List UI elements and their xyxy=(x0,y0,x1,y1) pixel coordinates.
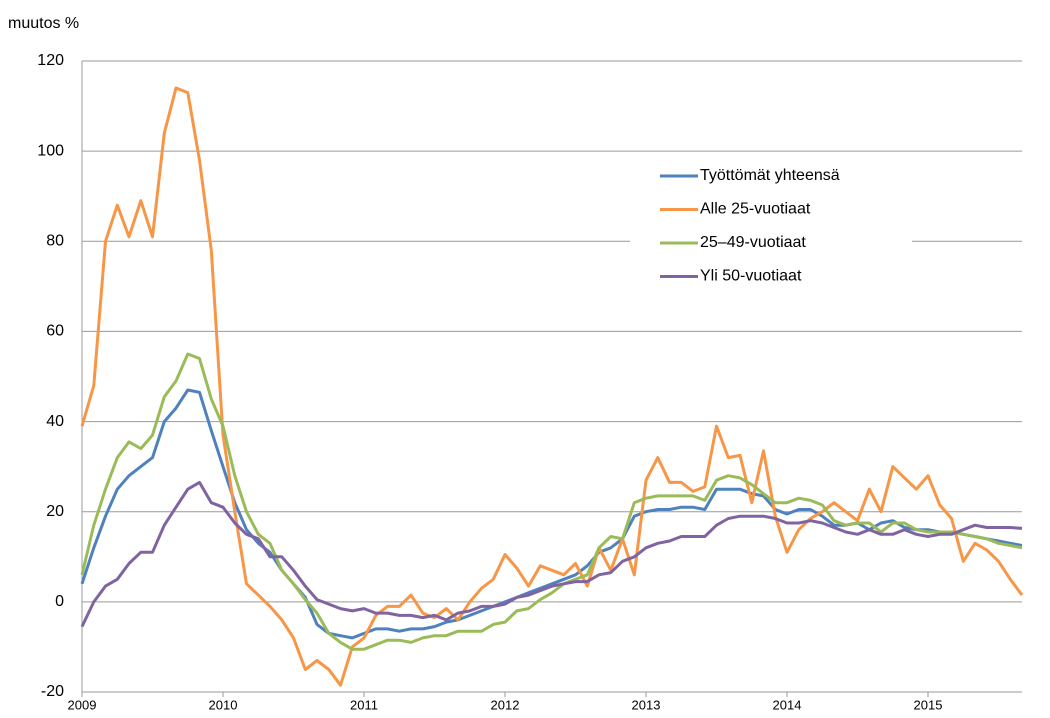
series-line xyxy=(80,86,1024,687)
series-line xyxy=(80,480,1023,628)
y-tick-label: 0 xyxy=(55,593,64,610)
x-tick-label: 2009 xyxy=(68,697,97,712)
y-tick-label: 100 xyxy=(37,142,64,159)
series-line xyxy=(80,388,1023,640)
x-tick-label: 2015 xyxy=(914,697,943,712)
legend-box xyxy=(630,154,912,298)
y-tick-label: 120 xyxy=(37,52,64,69)
series-line xyxy=(80,352,1023,651)
x-tick-label: 2011 xyxy=(350,697,378,712)
y-tick-label: 40 xyxy=(46,413,64,430)
legend-label: Alle 25-vuotiaat xyxy=(700,201,811,218)
y-tick-label: 60 xyxy=(46,323,64,340)
legend-label: 25–49-vuotiaat xyxy=(700,234,806,251)
y-tick-label: 80 xyxy=(46,233,64,250)
x-tick-label: 2014 xyxy=(773,697,802,712)
x-tick-label: 2012 xyxy=(491,697,520,712)
y-tick-label: -20 xyxy=(41,683,64,700)
legend-label: Työttömät yhteensä xyxy=(700,167,840,184)
x-tick-label: 2010 xyxy=(209,697,238,712)
y-tick-label: 20 xyxy=(46,503,64,520)
x-tick-label: 2013 xyxy=(632,697,661,712)
legend-label: Yli 50-vuotiaat xyxy=(700,268,802,285)
y-axis-label: muutos % xyxy=(8,15,79,32)
